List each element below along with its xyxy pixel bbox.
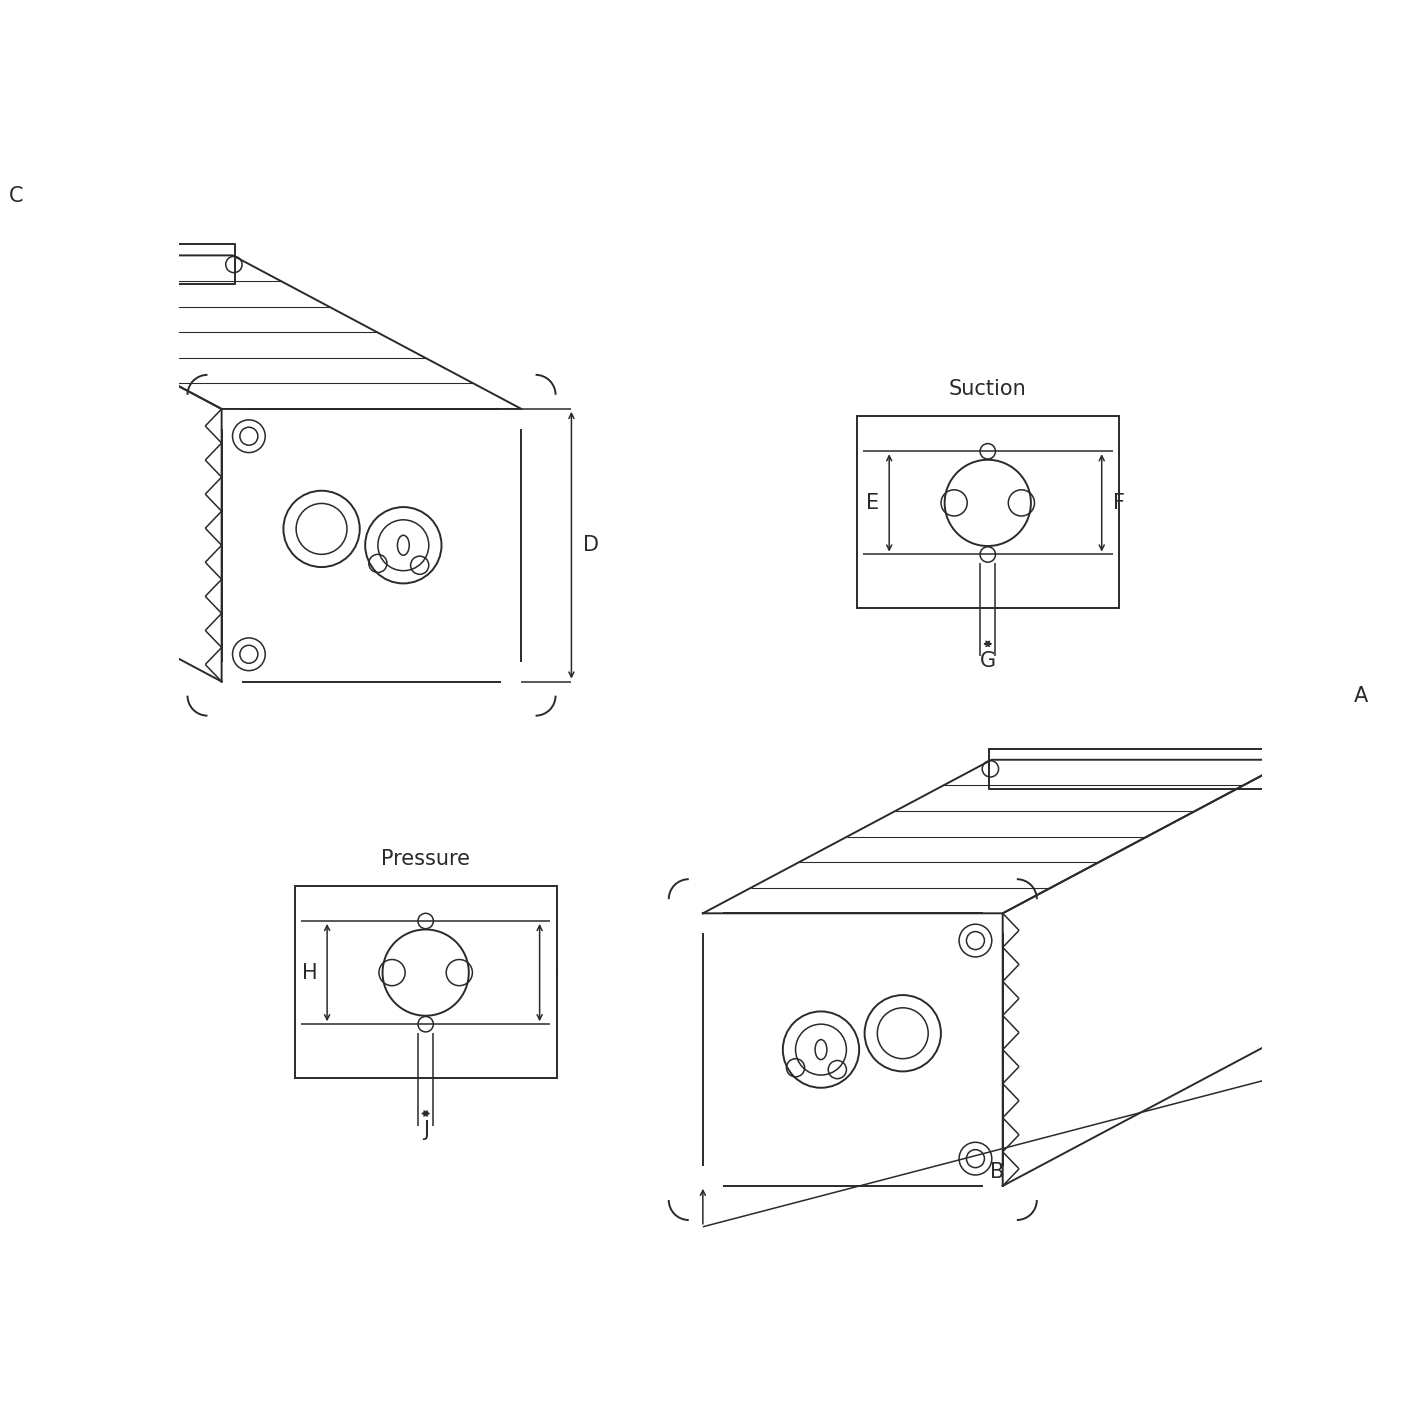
Bar xyxy=(295,886,557,1078)
Text: B: B xyxy=(990,1161,1004,1181)
Text: Pressure: Pressure xyxy=(381,849,470,869)
Bar xyxy=(856,416,1119,609)
Text: I: I xyxy=(554,963,560,983)
Text: Suction: Suction xyxy=(949,380,1026,399)
Text: F: F xyxy=(1112,494,1125,513)
Text: H: H xyxy=(302,963,318,983)
Text: C: C xyxy=(8,186,22,207)
Text: E: E xyxy=(866,494,879,513)
Text: J: J xyxy=(423,1121,429,1140)
Text: D: D xyxy=(582,536,599,555)
Text: G: G xyxy=(980,651,995,671)
Text: A: A xyxy=(1354,686,1368,706)
